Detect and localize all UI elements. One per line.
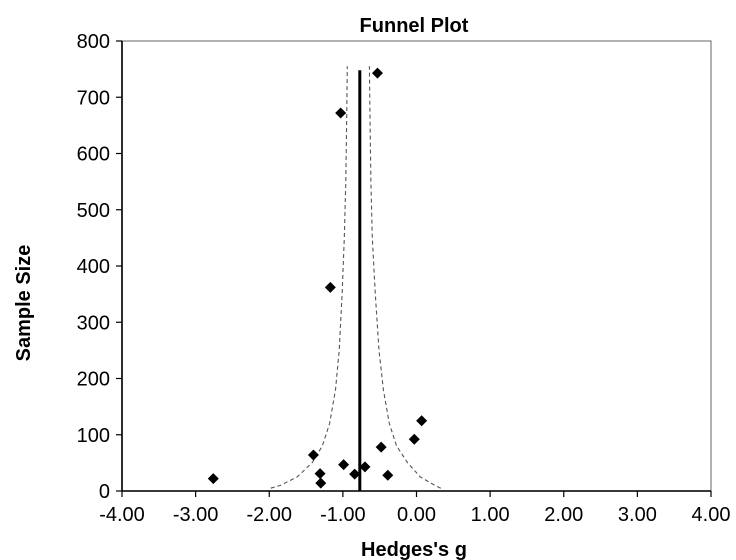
x-tick-label: -4.00 — [99, 504, 145, 526]
y-axis-title: Sample Size — [13, 245, 35, 362]
x-tick-label: -2.00 — [246, 504, 292, 526]
x-tick-label: 4.00 — [692, 504, 731, 526]
funnel-left-boundary — [270, 66, 348, 489]
x-tick-label: 2.00 — [544, 504, 583, 526]
x-tick-label: 1.00 — [471, 504, 510, 526]
x-tick-label: -3.00 — [173, 504, 219, 526]
data-point — [335, 107, 347, 119]
plot-frame — [121, 40, 712, 492]
y-tick-label: 300 — [77, 312, 110, 334]
y-tick-label: 600 — [77, 144, 110, 166]
y-tick-label: 200 — [77, 369, 110, 391]
y-tick-label: 700 — [77, 87, 110, 109]
data-point — [207, 473, 219, 485]
data-point — [416, 415, 428, 427]
x-tick-label: -1.00 — [320, 504, 366, 526]
y-tick-label: 500 — [77, 200, 110, 222]
data-point — [371, 67, 383, 79]
y-tick-label: 0 — [99, 481, 110, 503]
data-point — [375, 441, 387, 453]
data-point — [314, 468, 326, 480]
funnel-right-boundary — [368, 66, 442, 489]
y-tick-label: 400 — [77, 256, 110, 278]
y-tick-label: 800 — [77, 31, 110, 53]
data-point — [408, 433, 420, 445]
x-axis-title: Hedges's g — [361, 539, 467, 560]
data-point — [338, 459, 350, 471]
plot-area: 0 100 200 300 400 500 600 700 800 -4.00 -3.00 -2.00… — [77, 31, 731, 526]
data-point — [315, 477, 327, 489]
data-point — [382, 469, 394, 481]
y-tick-label: 100 — [77, 425, 110, 447]
x-tick-label: 0.00 — [397, 504, 436, 526]
data-point — [324, 281, 336, 293]
data-point — [307, 449, 319, 461]
data-point — [349, 468, 361, 480]
chart-title: Funnel Plot — [360, 15, 469, 37]
x-tick-label: 3.00 — [618, 504, 657, 526]
data-point — [359, 461, 371, 473]
